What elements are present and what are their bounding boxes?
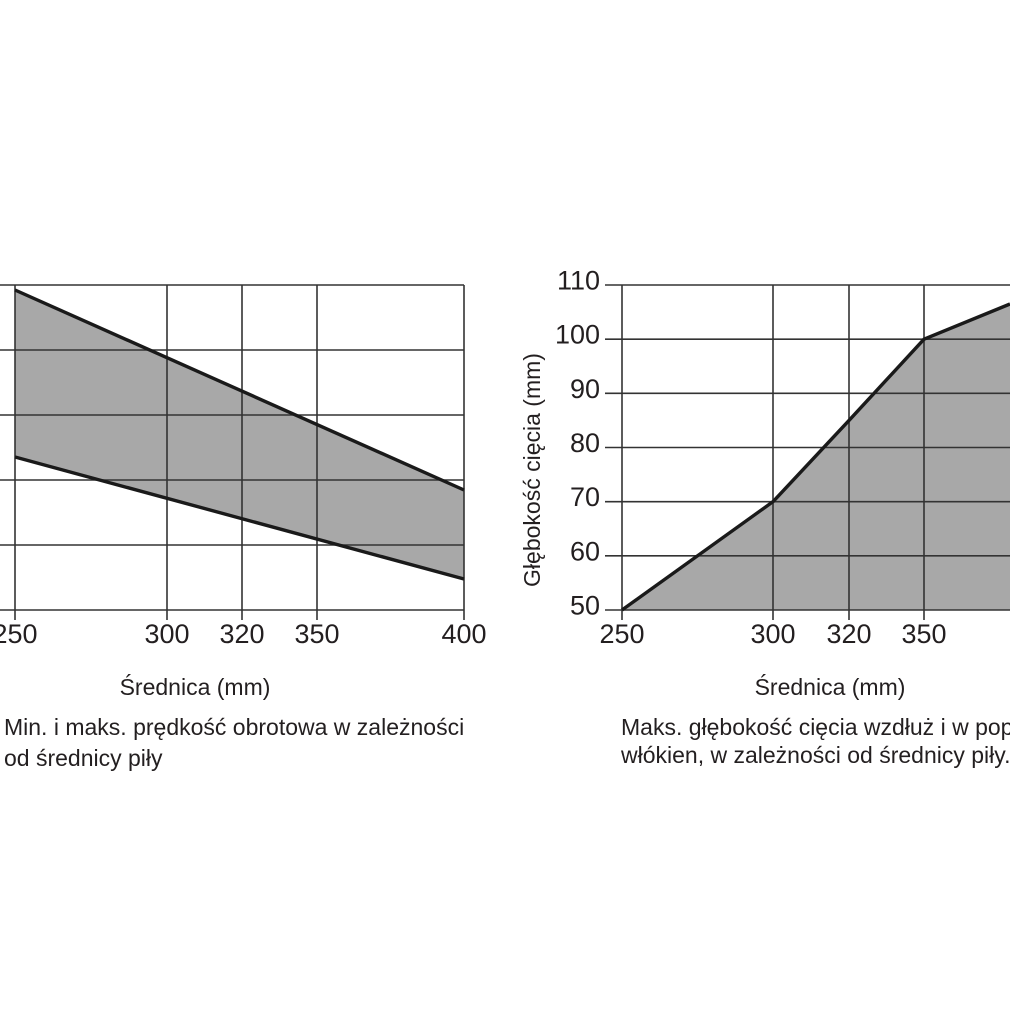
- svg-text:Maks. głębokość cięcia wzdłuż: Maks. głębokość cięcia wzdłuż i w poprze…: [621, 714, 1010, 740]
- svg-text:Średnica (mm): Średnica (mm): [755, 673, 906, 700]
- svg-text:300: 300: [750, 619, 795, 649]
- svg-text:320: 320: [826, 619, 871, 649]
- svg-text:400: 400: [441, 619, 486, 649]
- svg-text:90: 90: [570, 374, 600, 404]
- svg-text:250: 250: [599, 619, 644, 649]
- svg-text:100: 100: [555, 320, 600, 350]
- svg-text:Średnica (mm): Średnica (mm): [120, 673, 271, 700]
- svg-text:60: 60: [570, 536, 600, 566]
- svg-text:od średnicy piły: od średnicy piły: [4, 745, 163, 771]
- svg-text:Głębokość cięcia (mm): Głębokość cięcia (mm): [519, 353, 545, 587]
- svg-text:110: 110: [557, 266, 600, 296]
- svg-text:250: 250: [0, 619, 38, 649]
- svg-text:80: 80: [570, 428, 600, 458]
- svg-text:50: 50: [570, 591, 600, 621]
- svg-text:70: 70: [570, 482, 600, 512]
- svg-text:Min. i maks. prędkość obrotowa: Min. i maks. prędkość obrotowa w zależno…: [4, 714, 464, 740]
- svg-text:320: 320: [219, 619, 264, 649]
- svg-text:włókien, w zależności od średn: włókien, w zależności od średnicy piły.: [620, 742, 1010, 768]
- svg-text:350: 350: [294, 619, 339, 649]
- svg-text:300: 300: [144, 619, 189, 649]
- svg-text:350: 350: [901, 619, 946, 649]
